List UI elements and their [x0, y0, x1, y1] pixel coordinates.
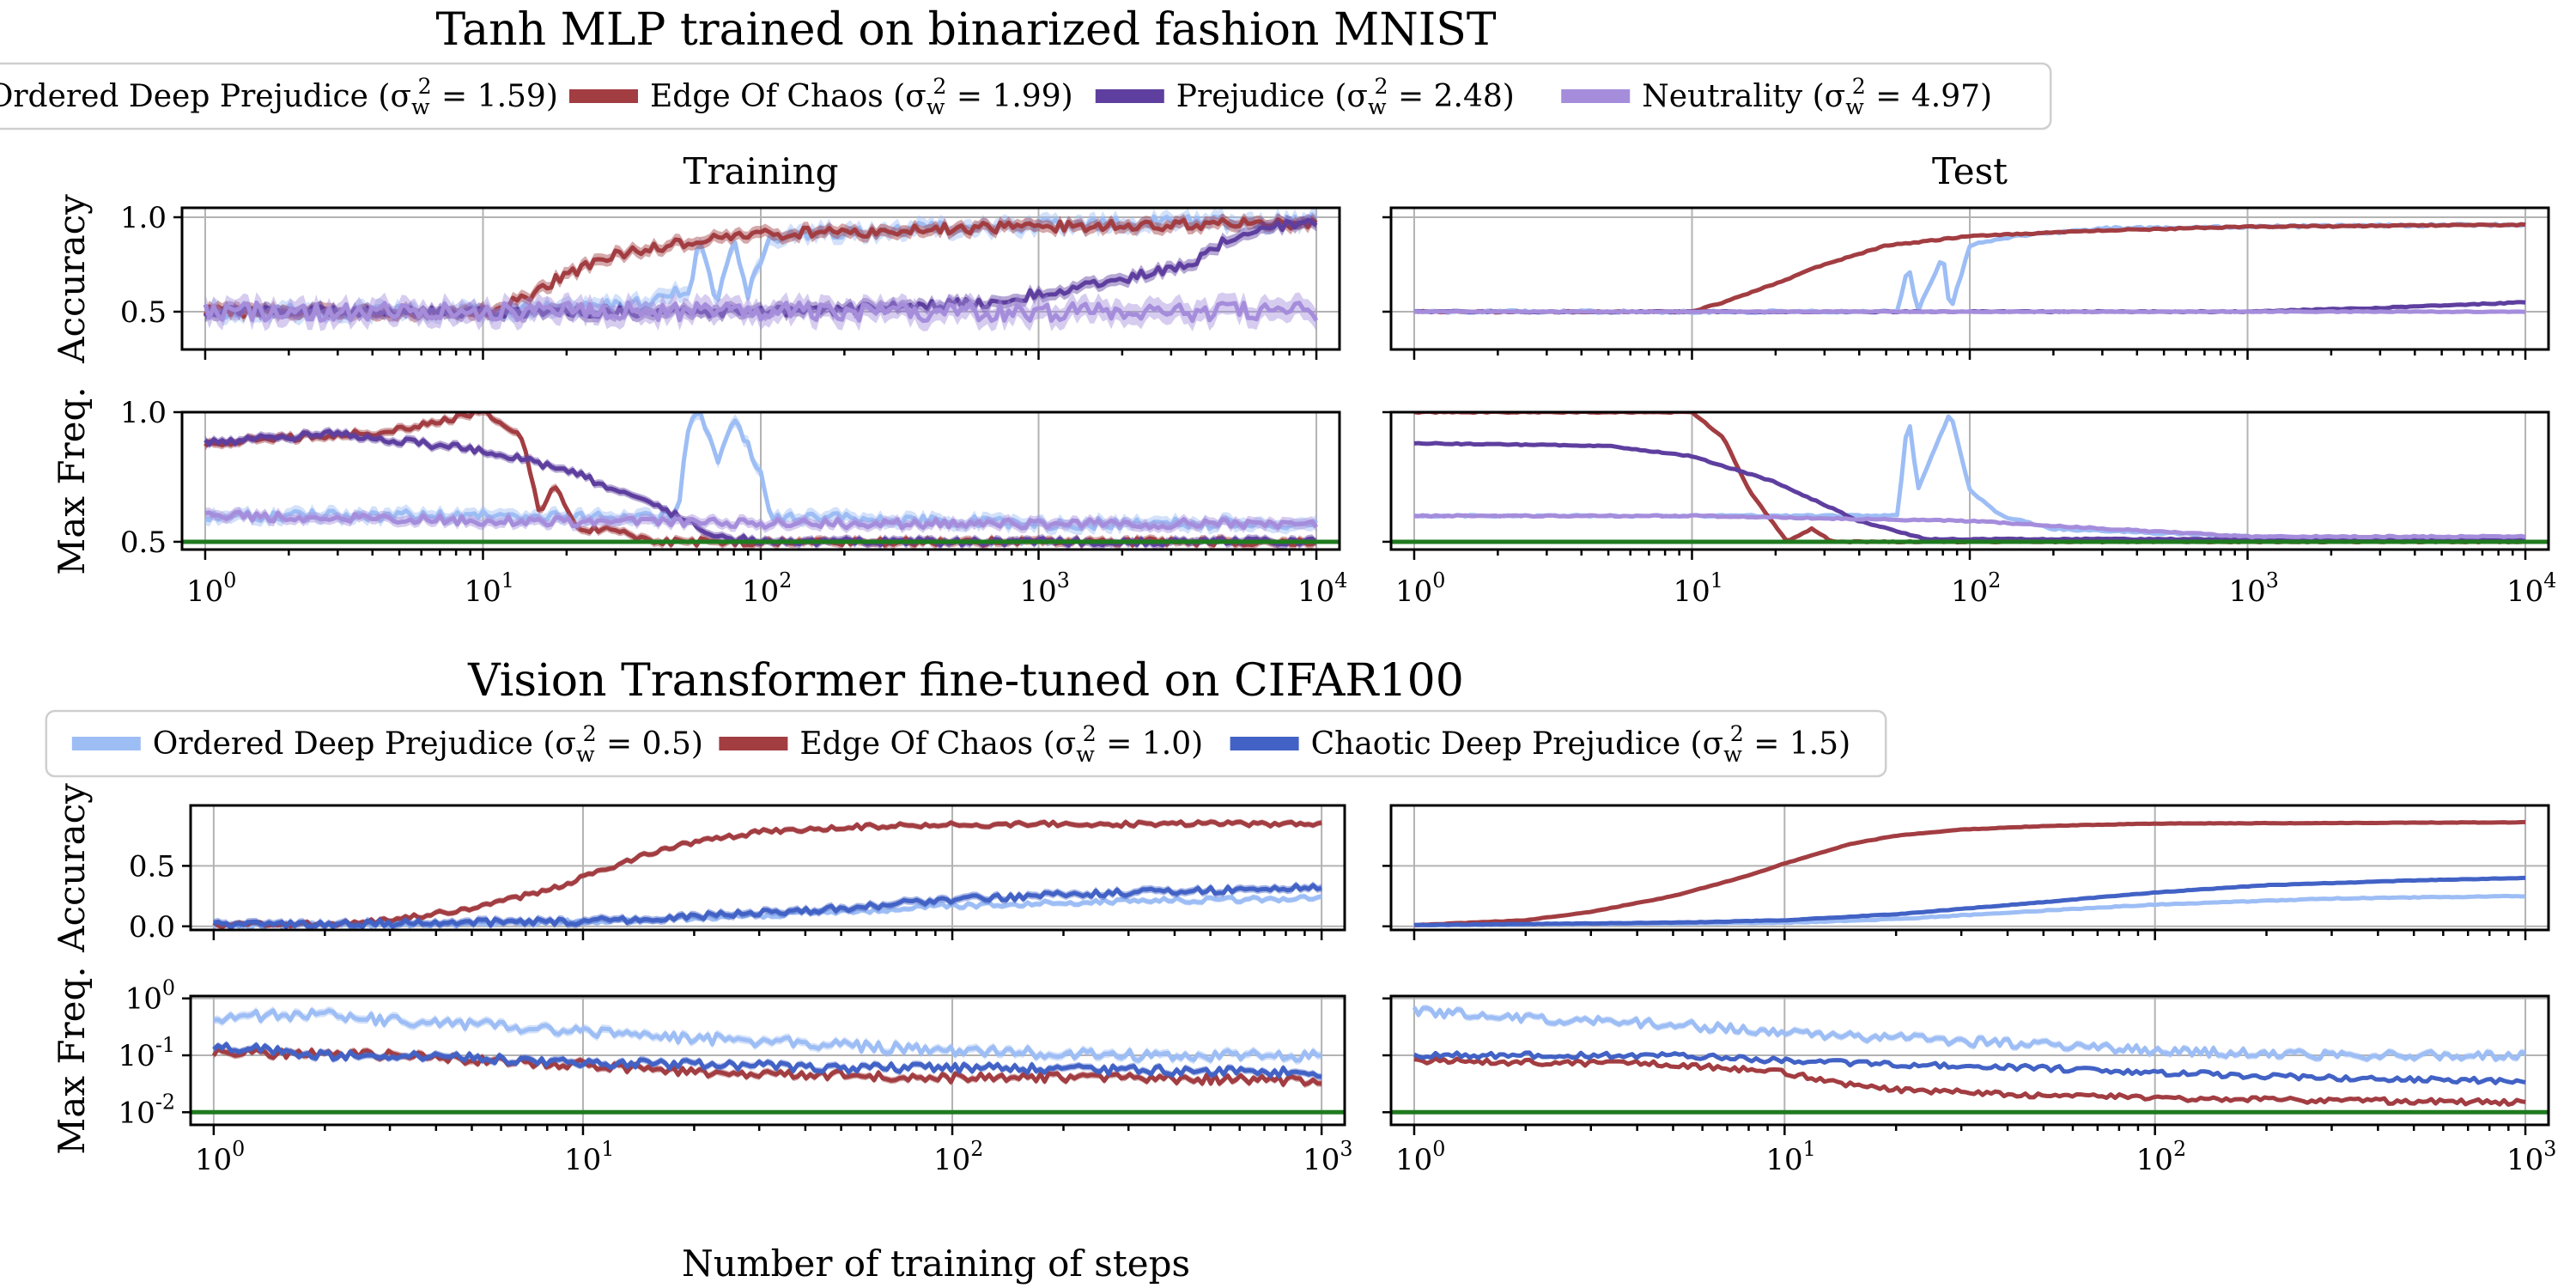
x-tick-label: 103 [2506, 1137, 2556, 1177]
panel-training-max-freq-: 0.5 1.0 100 101 102 103 104 [120, 396, 1348, 609]
panel-frame [189, 804, 1346, 932]
x-tick-label: 101 [464, 568, 513, 609]
column-title: Test [1932, 150, 2008, 192]
series-group [212, 818, 1322, 930]
panel-col1-accuracy: 0.0 0.5 [129, 804, 1346, 945]
column-title: Training [683, 150, 839, 192]
series-band-neutrality [204, 292, 1317, 332]
legend: Ordered Deep Prejudice (σw2 = 1.59) Edge … [0, 62, 2052, 131]
y-tick-label: 10-1 [118, 1033, 175, 1073]
series-line-ordered-deep-prejudice [213, 1007, 1322, 1063]
series-group [1413, 222, 2526, 315]
panel-training-accuracy: 0.5 1.0 [120, 201, 1341, 360]
chart-title: Vision Transformer fine-tuned on CIFAR10… [467, 655, 1464, 707]
x-tick-label: 100 [1395, 1137, 1445, 1177]
series-line-prejudice [203, 217, 1318, 319]
y-axis-label: Max Freq. [51, 966, 93, 1154]
chart-title: Tanh MLP trained on binarized fashion MN… [435, 4, 1496, 56]
series-group [1413, 819, 2526, 927]
panel-frame [1389, 994, 2550, 1127]
x-tick-label: 100 [186, 568, 236, 609]
x-tick-label: 100 [195, 1137, 245, 1177]
panel-col2-max-freq-: 100 101 102 103 [1382, 994, 2556, 1177]
x-tick-label: 101 [1673, 568, 1722, 609]
y-tick-label: 1.0 [120, 201, 167, 235]
y-tick-label: 1.0 [120, 396, 167, 430]
y-axis-label: Accuracy [51, 783, 93, 953]
x-tick-label: 102 [1951, 568, 2001, 609]
x-tick-label: 103 [2229, 568, 2279, 609]
legend-frame [0, 62, 2052, 131]
series-band-edge-of-chaos [204, 412, 1317, 550]
series-line-chaotic-deep-prejudice [1413, 1050, 2526, 1085]
series-band-chaotic-deep-prejudice [1413, 877, 2526, 926]
x-tick-label: 101 [1765, 1137, 1815, 1177]
x-axis-label: Number of training of steps [682, 1242, 1190, 1285]
y-tick-label: 0.0 [129, 910, 175, 945]
legend-label: Prejudice (σw2 = 2.48) [1176, 74, 1515, 119]
series-line-edge-of-chaos [212, 819, 1322, 930]
legend-label: Ordered Deep Prejudice (σw2 = 0.5) [153, 721, 703, 767]
legend-label: Chaotic Deep Prejudice (σw2 = 1.5) [1311, 721, 1851, 767]
series-line-chaotic-deep-prejudice [212, 1042, 1322, 1079]
x-tick-label: 104 [1297, 568, 1347, 609]
series-line-neutrality [204, 509, 1319, 531]
series-line-neutrality [1413, 513, 2526, 540]
x-tick-label: 104 [2506, 568, 2556, 609]
series-line-chaotic-deep-prejudice [213, 883, 1322, 930]
series-group [211, 1005, 1322, 1089]
x-tick-label: 100 [1395, 568, 1445, 609]
y-tick-label: 0.5 [120, 295, 167, 330]
legend-frame [45, 709, 1887, 778]
series-line-neutrality [203, 300, 1319, 324]
x-tick-label: 103 [1303, 1137, 1352, 1177]
x-tick-label: 102 [2136, 1137, 2186, 1177]
series-band-ordered-deep-prejudice [204, 208, 1317, 326]
series-band-prejudice [204, 213, 1317, 324]
series-group [203, 208, 1319, 332]
series-line-ordered-deep-prejudice [1413, 893, 2526, 927]
panel-test-max-freq-: 100 101 102 103 104 [1382, 410, 2556, 609]
series-line-ordered-deep-prejudice [1412, 1005, 2526, 1062]
y-tick-label: 10-2 [118, 1090, 175, 1130]
series-group [1412, 1004, 2526, 1107]
x-tick-label: 102 [742, 568, 792, 609]
legend: Ordered Deep Prejudice (σw2 = 0.5) Edge O… [45, 709, 1887, 778]
y-axis-label: Max Freq. [51, 386, 93, 574]
series-line-edge-of-chaos [1413, 1056, 2526, 1107]
y-tick-label: 0.5 [120, 526, 167, 560]
legend-label: Neutrality (σw2 = 4.97) [1642, 74, 1992, 119]
series-line-neutrality [1413, 309, 2526, 314]
series-line-prejudice [1413, 440, 2526, 543]
legend-label: Ordered Deep Prejudice (σw2 = 1.59) [0, 74, 558, 119]
panel-frame [189, 994, 1346, 1127]
legend-label: Edge Of Chaos (σw2 = 1.99) [650, 74, 1073, 119]
y-axis-label: Accuracy [51, 194, 93, 364]
x-tick-label: 102 [933, 1137, 983, 1177]
series-line-edge-of-chaos [1413, 819, 2526, 927]
panel-test-accuracy [1382, 206, 2550, 360]
series-line-chaotic-deep-prejudice [1413, 875, 2526, 927]
x-tick-label: 101 [564, 1137, 614, 1177]
legend-label: Edge Of Chaos (σw2 = 1.0) [799, 721, 1203, 767]
panel-col1-max-freq-: 10-2 10-1 100 100 101 102 103 [118, 976, 1353, 1177]
series-line-edge-of-chaos [211, 1047, 1322, 1087]
panel-col2-accuracy [1382, 804, 2550, 940]
panel-frame [1389, 804, 2550, 932]
series-band-ordered-deep-prejudice [1413, 1004, 2526, 1064]
y-tick-label: 100 [125, 976, 175, 1017]
chart-1: Tanh MLP trained on binarized fashion MN… [0, 4, 2556, 609]
chart-2: Vision Transformer fine-tuned on CIFAR10… [45, 655, 2556, 1177]
y-tick-label: 0.5 [129, 849, 175, 884]
x-tick-label: 103 [1020, 568, 1070, 609]
